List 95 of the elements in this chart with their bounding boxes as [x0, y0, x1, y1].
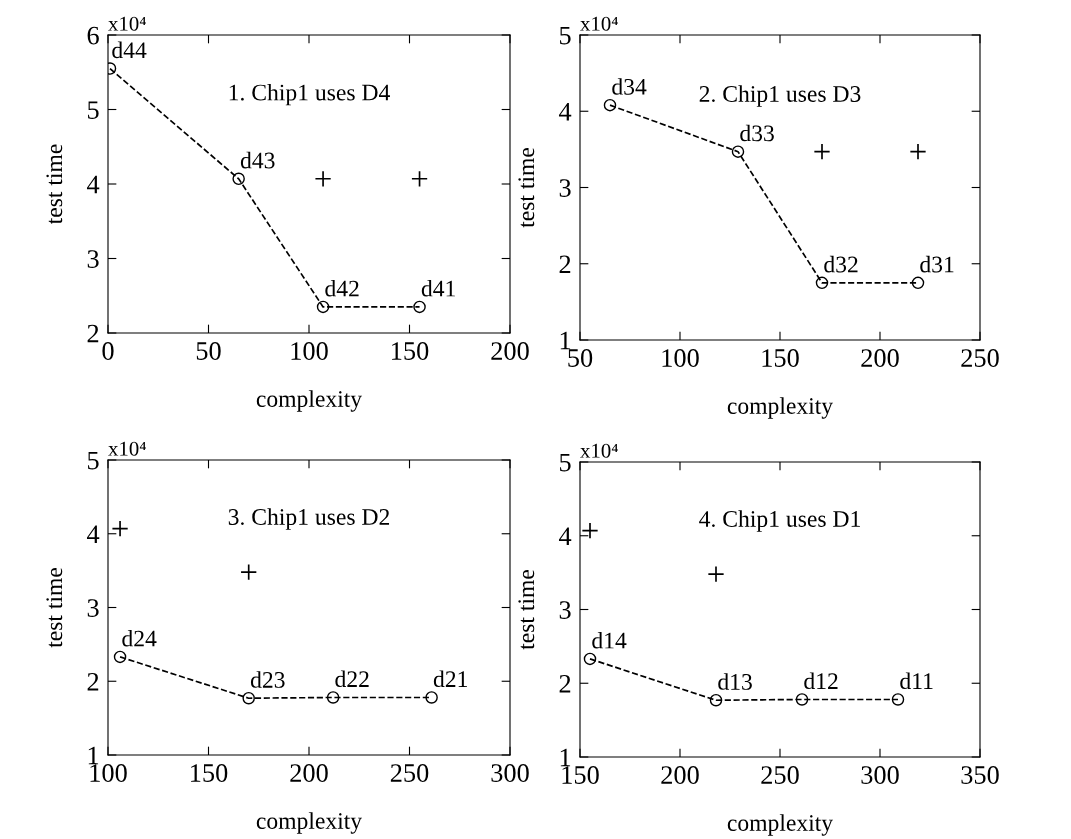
x-axis-title: complexity	[727, 397, 834, 419]
annotation: d22	[335, 670, 369, 688]
annotation: 1. Chip1 uses D4	[229, 83, 390, 106]
x-axis-title: complexity	[727, 814, 834, 836]
point	[240, 563, 258, 581]
x-tick-label: 100	[90, 764, 127, 782]
annotation: 4. Chip1 uses D1	[699, 510, 860, 532]
y-axis-title: test time	[518, 147, 535, 228]
x-tick-label: 50	[568, 349, 593, 367]
point	[583, 652, 597, 666]
y-tick-label: 3	[559, 179, 571, 197]
x-tick-label: 300	[861, 766, 899, 784]
x-tick-label: 250	[390, 764, 429, 782]
x-tick-label: 200	[861, 349, 899, 367]
y-tick-label: 4	[558, 527, 572, 545]
y-tick-label: 2	[559, 255, 571, 273]
point	[603, 98, 617, 112]
point	[232, 172, 245, 186]
x-tick-label: 100	[291, 342, 328, 360]
point	[316, 300, 330, 314]
y-tick-label: 1	[88, 746, 99, 765]
point	[314, 170, 332, 188]
y-tick-label: 2	[559, 674, 571, 693]
point	[891, 693, 905, 706]
point	[909, 143, 927, 161]
x-tick-label: 200	[661, 766, 699, 784]
point	[326, 691, 340, 704]
annotation: 2. Chip1 uses D3	[699, 85, 861, 107]
annotation: d13	[718, 673, 752, 690]
y-tick-label: 5	[560, 26, 571, 45]
annotation: d32	[824, 255, 858, 273]
annotation: d43	[240, 151, 275, 169]
x-tick-label: 200	[290, 764, 328, 782]
x-tick-label: 350	[961, 766, 999, 784]
x-tick-label: 0	[102, 342, 114, 360]
annotation: d24	[122, 629, 157, 647]
point	[731, 145, 745, 158]
x-tick-label: 200	[491, 342, 529, 360]
y-tick-label: 3	[87, 250, 99, 268]
x-axis-title: complexity	[256, 390, 363, 412]
annotation: d41	[421, 279, 455, 297]
annotation: d34	[612, 78, 647, 95]
y-tick-label: 3	[87, 599, 99, 617]
text: x10⁴	[580, 16, 618, 31]
annotation: d33	[740, 124, 774, 142]
annotation: d31	[920, 255, 954, 273]
point	[707, 565, 725, 583]
x-tick-label: 150	[392, 342, 429, 360]
annotation: d42	[325, 279, 359, 297]
y-tick-label: 3	[559, 601, 571, 619]
annotation: d14	[592, 631, 627, 649]
annotation: d23	[250, 671, 285, 688]
point	[709, 693, 723, 707]
annotation: d12	[804, 672, 838, 690]
y-tick-label: 1	[560, 331, 571, 350]
annotation: 3. Chip1 uses D2	[228, 508, 390, 530]
text: x10⁴	[580, 443, 618, 458]
y-tick-label: 5	[560, 453, 571, 472]
x-tick-label: 150	[562, 766, 599, 784]
point	[411, 170, 429, 188]
y-tick-label: 4	[86, 175, 100, 194]
y-axis-title: test time	[46, 144, 63, 225]
point	[911, 276, 925, 290]
x-tick-label: 300	[491, 764, 529, 782]
point	[111, 520, 129, 538]
y-axis-title: test time	[518, 569, 535, 650]
annotation: d44	[112, 41, 147, 59]
x-tick-label: 100	[662, 349, 699, 367]
y-tick-label: 6	[87, 26, 99, 45]
y-tick-label: 4	[86, 525, 100, 543]
annotation: d21	[433, 670, 467, 688]
point	[813, 143, 831, 161]
point	[815, 276, 829, 290]
y-tick-label: 1	[560, 748, 571, 767]
text: x10⁴	[108, 16, 146, 31]
point	[413, 300, 426, 314]
y-tick-label: 5	[88, 101, 99, 119]
x-tick-label: 50	[196, 342, 221, 360]
annotation: d11	[900, 672, 933, 690]
x-tick-label: 250	[761, 766, 799, 784]
y-tick-label: 2	[87, 672, 99, 691]
y-tick-label: 5	[88, 451, 99, 470]
y-tick-label: 2	[87, 324, 99, 343]
point	[113, 650, 127, 664]
x-axis-title: complexity	[256, 812, 363, 834]
y-axis-title: test time	[46, 567, 63, 648]
x-tick-label: 250	[961, 349, 999, 367]
y-tick-label: 4	[558, 103, 572, 121]
point	[425, 691, 438, 704]
point	[242, 691, 255, 705]
point	[795, 693, 809, 706]
x-tick-label: 150	[762, 349, 799, 367]
text: x10⁴	[108, 441, 146, 456]
x-tick-label: 150	[191, 764, 228, 782]
point	[581, 522, 599, 540]
